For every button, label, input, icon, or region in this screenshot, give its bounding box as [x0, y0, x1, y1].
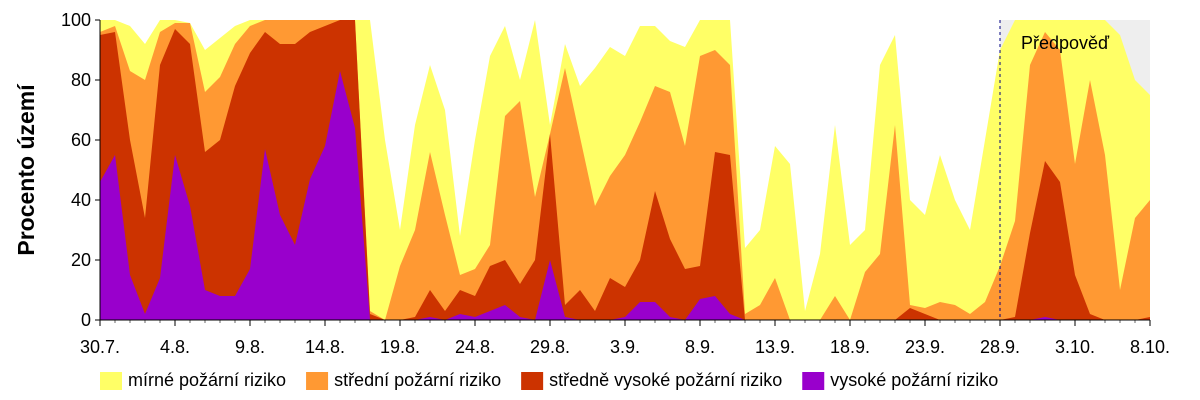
x-tick-label-11: 23.9. — [905, 337, 945, 357]
x-tick-label-12: 28.9. — [980, 337, 1020, 357]
x-tick-label-7: 3.9. — [610, 337, 640, 357]
legend-label-stredni-pozarni-riziko: střední požární riziko — [334, 370, 501, 390]
legend-swatch-stredne-vysoke-pozarni-riziko — [521, 372, 544, 390]
forecast-layer: Předpověď — [999, 20, 1110, 320]
plot-areas — [100, 20, 1150, 320]
x-tick-label-9: 13.9. — [755, 337, 795, 357]
y-tick-label-40: 40 — [71, 190, 91, 210]
legend-swatch-mirne-pozarni-riziko — [100, 372, 122, 390]
axes-layer: 0 20 40 60 80 100 30.7. 4.8. 9.8. 14.8. 19.8. 24.8.… — [13, 10, 1170, 357]
x-tick-label-6: 29.8. — [530, 337, 570, 357]
area-stredni-pozarni-riziko-1 — [370, 32, 1150, 320]
x-tick-label-2: 9.8. — [235, 337, 265, 357]
x-tick-label-3: 14.8. — [305, 337, 345, 357]
y-axis-label: Procento území — [13, 83, 39, 256]
legend-label-vysoke-pozarni-riziko: vysoké požární riziko — [830, 370, 998, 390]
x-tick-label-13: 3.10. — [1055, 337, 1095, 357]
y-tick-label-0: 0 — [81, 310, 91, 330]
x-tick-label-0: 30.7. — [80, 337, 120, 357]
legend-swatch-stredni-pozarni-riziko — [306, 372, 329, 390]
y-tick-label-80: 80 — [71, 70, 91, 90]
x-tick-label-4: 19.8. — [380, 337, 420, 357]
area-stredne-vysoke-pozarni-riziko-1 — [370, 134, 1150, 320]
legend-swatch-vysoke-pozarni-riziko — [802, 372, 825, 390]
forecast-label: Předpověď — [1021, 33, 1110, 53]
x-tick-label-1: 4.8. — [160, 337, 190, 357]
area-vysoke-pozarni-riziko-0 — [100, 71, 370, 320]
y-tick-label-20: 20 — [71, 250, 91, 270]
legend-label-stredne-vysoke-pozarni-riziko: středně vysoké požární riziko — [549, 370, 782, 390]
x-tick-label-10: 18.9. — [830, 337, 870, 357]
y-tick-label-100: 100 — [61, 10, 91, 30]
y-tick-label-60: 60 — [71, 130, 91, 150]
legend-label-mirne-pozarni-riziko: mírné požární riziko — [128, 370, 286, 390]
x-tick-label-8: 8.9. — [685, 337, 715, 357]
x-tick-label-14: 8.10. — [1130, 337, 1170, 357]
x-tick-label-5: 24.8. — [455, 337, 495, 357]
legend: mírné požární riziko střední požární rizi… — [100, 370, 998, 390]
